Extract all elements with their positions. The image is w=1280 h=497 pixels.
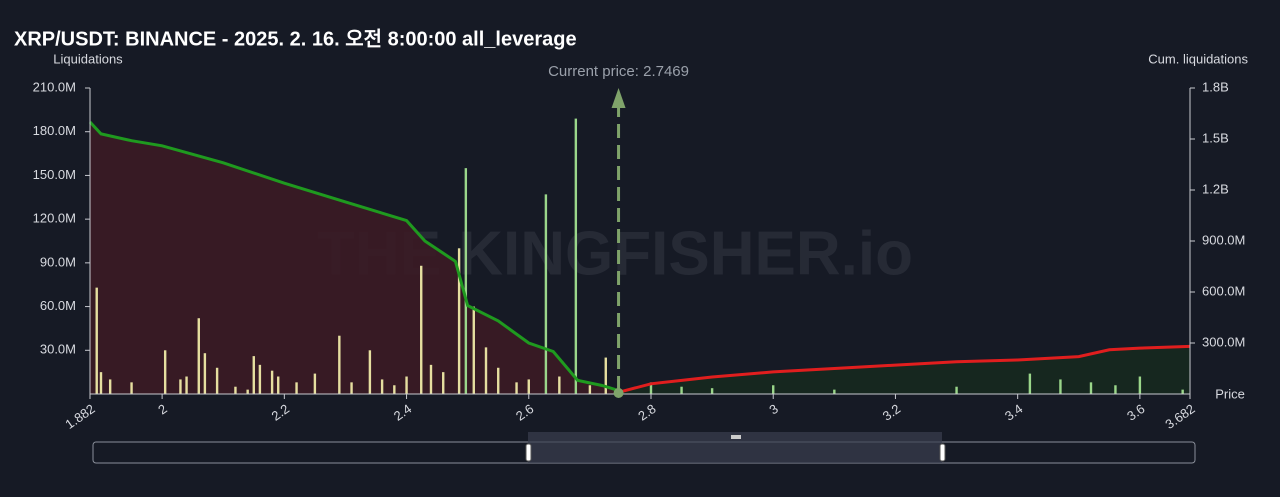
bar xyxy=(277,376,280,394)
bar xyxy=(246,389,249,394)
bar xyxy=(472,306,475,394)
bar xyxy=(258,364,262,394)
x-tick-label: 3.6 xyxy=(1124,401,1147,424)
bar xyxy=(1138,376,1142,394)
x-axis-label: Price xyxy=(1215,386,1245,401)
y-tick-label: 120.0M xyxy=(33,211,76,226)
x-tick-label: 2.4 xyxy=(391,401,414,424)
area xyxy=(618,346,1190,394)
bar xyxy=(252,356,255,394)
bar xyxy=(420,265,423,394)
bar xyxy=(497,367,500,394)
bar xyxy=(338,335,341,394)
bar xyxy=(185,376,188,394)
y2-tick-label: 1.8B xyxy=(1202,79,1229,94)
y2-tick-label: 1.5B xyxy=(1202,130,1229,145)
y-tick-label: 60.0M xyxy=(40,298,76,313)
y-tick-label: 90.0M xyxy=(40,254,76,269)
x-tick-label: 3.2 xyxy=(880,401,903,424)
bar xyxy=(405,376,408,394)
chart-title: XRP/USDT: BINANCE - 2025. 2. 16. 오전 8:00… xyxy=(14,27,577,50)
cum-line xyxy=(618,344,1191,394)
range-slider[interactable] xyxy=(92,432,1196,464)
y-tick-label: 210.0M xyxy=(33,79,76,94)
bar xyxy=(270,370,274,394)
plot-area: 30.0M 60.0M 90.0M 120.0M 150.0M 180.0M 210.0M 3… xyxy=(33,63,1246,432)
bar xyxy=(368,350,372,394)
y-tick-label: 180.0M xyxy=(33,123,76,138)
x-tick-label: 3 xyxy=(766,401,781,417)
y2-tick-label: 1.2B xyxy=(1202,181,1229,196)
y2-tick-label: 900.0M xyxy=(1202,232,1245,247)
bar xyxy=(1059,379,1062,394)
current-price-arrow xyxy=(611,88,626,108)
bar xyxy=(604,357,607,394)
bar xyxy=(215,367,219,394)
bar xyxy=(234,386,237,394)
bar xyxy=(197,318,200,394)
slider-handle[interactable] xyxy=(939,443,946,462)
bar xyxy=(1181,389,1184,394)
bar xyxy=(515,382,518,394)
bar xyxy=(393,385,396,394)
y-axis-label: Liquidations xyxy=(53,51,123,66)
bar xyxy=(1028,373,1032,394)
y2-tick-label: 300.0M xyxy=(1202,334,1245,349)
bar xyxy=(203,353,207,394)
bar xyxy=(649,382,653,394)
x-tick-label: 3.682 xyxy=(1162,401,1197,432)
bar xyxy=(380,379,384,394)
area xyxy=(90,122,619,394)
x-tick-label: 3.4 xyxy=(1002,401,1025,424)
bar xyxy=(484,347,488,394)
bar xyxy=(464,168,468,394)
slider-grip[interactable] xyxy=(731,435,741,439)
bar xyxy=(833,389,836,394)
bar xyxy=(457,248,461,394)
bar xyxy=(179,379,182,394)
annotation: Current price: 2.7469 xyxy=(548,63,689,80)
y-tick-label: 30.0M xyxy=(40,342,76,357)
x-tick-label: 2.8 xyxy=(635,401,658,424)
bar xyxy=(544,194,548,394)
bar xyxy=(955,386,958,394)
bar xyxy=(442,372,445,394)
bar xyxy=(574,118,578,394)
bar xyxy=(95,287,98,394)
bar xyxy=(99,372,103,394)
bar xyxy=(313,373,317,394)
x-tick-label: 2.2 xyxy=(269,401,292,424)
y2-axis-label: Cum. liquidations xyxy=(1148,51,1248,66)
y2-tick-label: 600.0M xyxy=(1202,283,1245,298)
bar xyxy=(558,376,561,394)
bar xyxy=(130,382,133,394)
bar xyxy=(295,382,298,394)
bar xyxy=(1089,382,1093,394)
x-tick-label: 1.882 xyxy=(62,401,97,432)
bar xyxy=(680,386,683,394)
y-tick-label: 150.0M xyxy=(33,167,76,182)
bar xyxy=(527,379,530,394)
bar xyxy=(350,382,353,394)
bar xyxy=(710,388,714,394)
bar xyxy=(772,385,775,394)
current-price-dot xyxy=(613,388,624,398)
cum-line xyxy=(88,120,619,393)
x-tick-label: 2 xyxy=(155,401,170,417)
x-tick-label: 2.6 xyxy=(513,401,536,424)
bar xyxy=(1114,385,1117,394)
bar xyxy=(163,350,167,394)
bar xyxy=(108,379,112,394)
slider-handle[interactable] xyxy=(525,443,532,462)
bar xyxy=(588,385,592,394)
bar xyxy=(429,364,433,394)
